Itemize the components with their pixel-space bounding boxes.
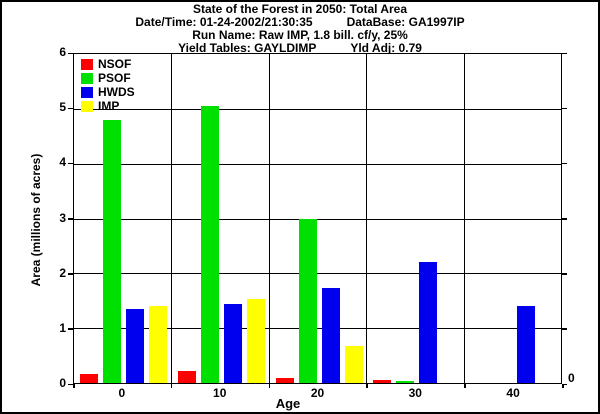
x-tick-label: 30 bbox=[408, 386, 422, 400]
y-axis-title: Area (millions of acres) bbox=[29, 153, 43, 287]
y-axis-tick-left bbox=[68, 218, 73, 220]
right-axis-zero-label: 0 bbox=[568, 371, 575, 385]
chart-header: State of the Forest in 2050: Total Area … bbox=[2, 3, 598, 55]
y-axis-tick-right bbox=[562, 218, 567, 220]
bar-hwds-age-20 bbox=[321, 288, 340, 383]
bar-hwds-age-30 bbox=[419, 262, 438, 383]
bar-nsof-age-0 bbox=[80, 373, 98, 383]
legend-swatch-hwds bbox=[81, 87, 93, 98]
x-tick-label: 40 bbox=[506, 386, 520, 400]
y-tick-label: 1 bbox=[59, 320, 66, 335]
yield-tables-label: Yield Tables: GAYLDIMP bbox=[178, 41, 317, 55]
legend-item-nsof: NSOF bbox=[81, 58, 135, 71]
legend-swatch-imp bbox=[81, 101, 93, 112]
gridline-vertical bbox=[366, 54, 368, 383]
y-axis-tick-right bbox=[562, 52, 567, 54]
y-axis-tick-left bbox=[68, 383, 73, 385]
y-axis-tick-right bbox=[562, 273, 567, 275]
legend-label: IMP bbox=[98, 99, 120, 113]
legend-swatch-nsof bbox=[81, 59, 93, 70]
y-axis-tick-right bbox=[562, 107, 567, 110]
database-label: DataBase: GA1997IP bbox=[346, 15, 465, 29]
y-tick-label: 5 bbox=[59, 100, 66, 115]
legend-item-hwds: HWDS bbox=[81, 86, 135, 99]
run-name-label: Run Name: Raw IMP, 1.8 bill. cf/y, 25% bbox=[192, 28, 408, 42]
datetime-label: Date/Time: 01-24-2002/21:30:35 bbox=[135, 15, 313, 29]
legend-item-imp: IMP bbox=[81, 100, 135, 113]
y-tick-label: 4 bbox=[59, 155, 66, 170]
bar-hwds-age-0 bbox=[126, 308, 144, 383]
y-axis-tick-right bbox=[562, 383, 567, 385]
bar-psof-age-30 bbox=[396, 381, 415, 383]
x-axis-title: Age bbox=[275, 396, 301, 411]
y-axis-tick-left bbox=[68, 328, 73, 330]
bar-nsof-age-10 bbox=[177, 370, 196, 383]
y-axis-tick-left bbox=[68, 162, 73, 165]
gridline-horizontal bbox=[74, 218, 561, 220]
y-tick-label: 0 bbox=[59, 376, 66, 390]
gridline-vertical bbox=[268, 54, 270, 383]
y-tick-label: 3 bbox=[59, 210, 66, 225]
bar-psof-age-20 bbox=[298, 218, 317, 383]
header-line-4: Yield Tables: GAYLDIMP Yld Adj: 0.79 bbox=[2, 42, 598, 55]
bar-imp-age-0 bbox=[149, 306, 167, 383]
bar-psof-age-0 bbox=[103, 119, 121, 383]
x-axis-tick bbox=[73, 384, 75, 388]
y-axis-tick-right bbox=[562, 162, 567, 165]
legend-label: HWDS bbox=[98, 85, 135, 99]
bar-imp-age-20 bbox=[344, 345, 363, 383]
x-axis-tick bbox=[366, 384, 368, 388]
y-tick-label: 2 bbox=[59, 265, 66, 280]
x-axis-tick bbox=[170, 384, 173, 388]
y-axis-tick-left bbox=[68, 273, 73, 275]
chart-title: State of the Forest in 2050: Total Area bbox=[192, 2, 408, 16]
bar-hwds-age-10 bbox=[223, 303, 242, 383]
plot-area: NSOF PSOF HWDS IMP bbox=[73, 53, 562, 384]
legend-item-psof: PSOF bbox=[81, 72, 135, 85]
x-tick-label: 20 bbox=[310, 386, 325, 400]
gridline-horizontal bbox=[74, 163, 561, 165]
gridline-vertical bbox=[463, 54, 465, 383]
bar-psof-age-10 bbox=[200, 106, 219, 383]
x-axis-tick bbox=[268, 384, 271, 388]
y-tick-label: 6 bbox=[59, 45, 66, 59]
x-tick-label: 0 bbox=[118, 386, 126, 400]
bar-nsof-age-30 bbox=[373, 380, 392, 383]
gridline-vertical bbox=[171, 54, 173, 383]
legend-swatch-psof bbox=[81, 73, 93, 84]
gridline-horizontal bbox=[74, 328, 561, 330]
bar-nsof-age-20 bbox=[275, 377, 294, 383]
bar-imp-age-10 bbox=[246, 299, 265, 383]
x-axis-tick bbox=[464, 384, 466, 388]
yld-adj-label: Yld Adj: 0.79 bbox=[350, 41, 422, 55]
legend-label: NSOF bbox=[98, 57, 132, 71]
legend-label: PSOF bbox=[98, 71, 131, 85]
y-axis-tick-left bbox=[68, 52, 73, 54]
gridline-horizontal bbox=[74, 108, 561, 110]
y-axis-tick-right bbox=[562, 328, 567, 330]
x-tick-label: 10 bbox=[213, 386, 227, 400]
header-line-2: Date/Time: 01-24-2002/21:30:35 DataBase:… bbox=[2, 16, 598, 29]
gridline-horizontal bbox=[74, 273, 561, 275]
bar-hwds-age-40 bbox=[517, 306, 536, 383]
x-axis-tick bbox=[562, 384, 564, 388]
y-axis-tick-left bbox=[68, 107, 73, 110]
legend: NSOF PSOF HWDS IMP bbox=[81, 58, 135, 113]
